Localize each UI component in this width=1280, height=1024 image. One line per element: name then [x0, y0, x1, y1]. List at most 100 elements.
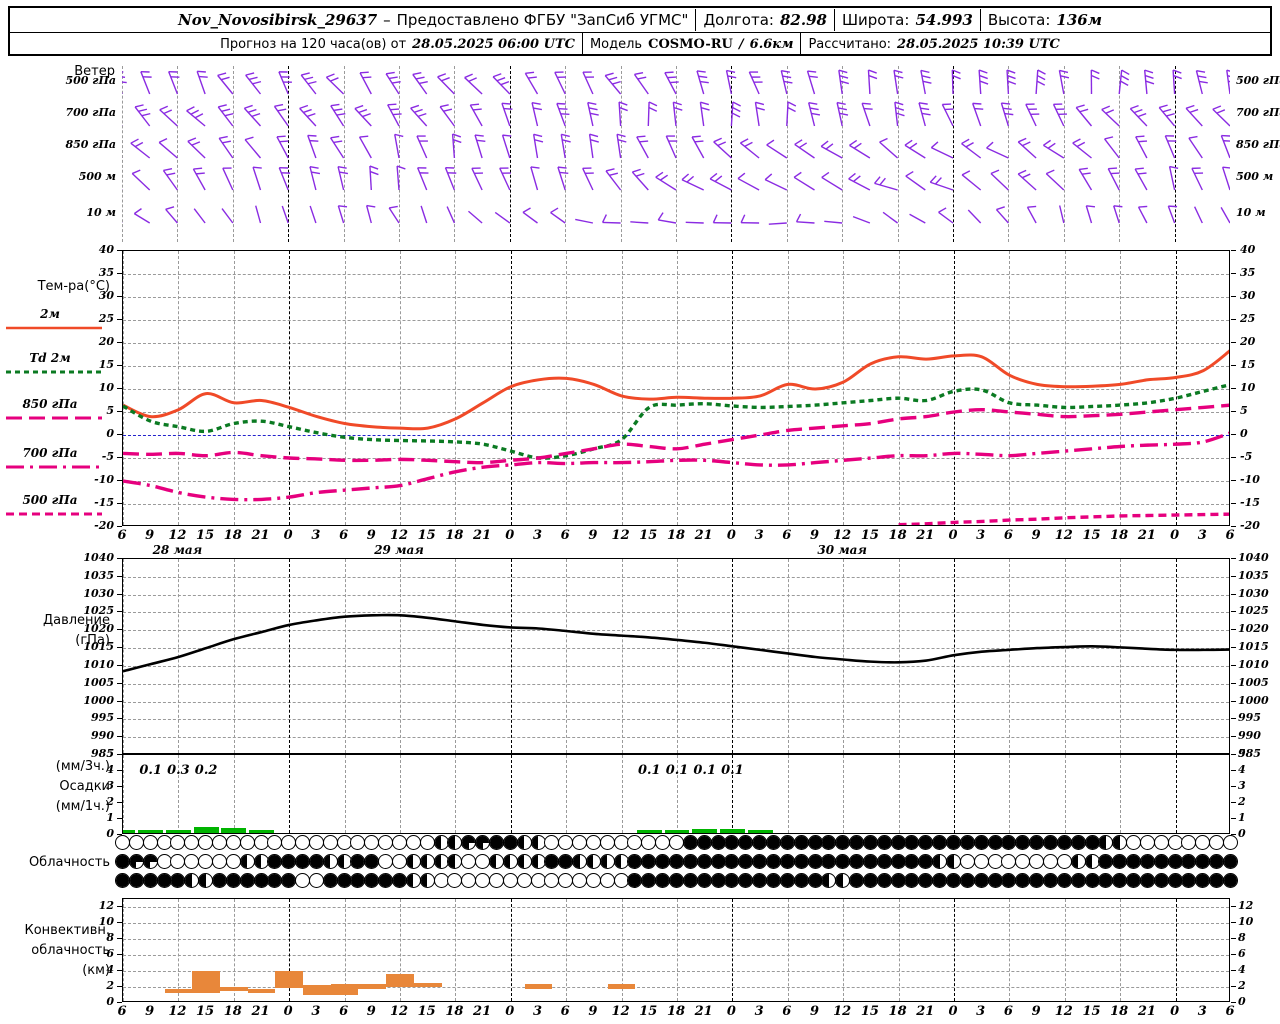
cloud-octa-symbol — [1112, 835, 1128, 850]
axis-tick — [117, 273, 122, 274]
grid-line-vertical — [843, 755, 845, 833]
cloud-octa-symbol — [752, 873, 768, 888]
x-axis-hour-label: 18 — [888, 528, 907, 543]
cloud-octa-symbol — [572, 835, 588, 850]
axis-tick — [1231, 250, 1236, 251]
cloud-octa-symbol — [793, 873, 809, 888]
grid-line-vertical — [1009, 559, 1011, 753]
grid-line-vertical — [1120, 899, 1122, 1001]
x-axis-hour-label: 6 — [1225, 528, 1235, 543]
axis-tick — [1231, 754, 1236, 755]
cloud-octa-symbol — [1015, 854, 1031, 869]
grid-line-vertical — [400, 559, 401, 753]
cloud-octa-symbol — [488, 835, 504, 850]
x-axis-hour-label: 12 — [168, 528, 187, 543]
altitude-value: 136м — [1056, 11, 1102, 29]
grid-line-horizontal — [123, 481, 1229, 482]
grid-line-vertical — [454, 66, 456, 242]
cloud-octa-symbol — [821, 835, 837, 850]
grid-line-vertical — [178, 251, 180, 525]
header-line-1: Nov_Novosibirsk_29637 – Предоставлено ФГ… — [10, 8, 1270, 33]
grid-line-horizontal — [123, 923, 1229, 924]
x-axis-day-label: 28 мая — [152, 543, 203, 557]
x-axis-hour-label: 21 — [916, 1004, 935, 1019]
precipitation-value-label: 0.1 — [693, 763, 716, 778]
pressure-tick-right: 985 — [1238, 747, 1261, 760]
temperature-tick-left: 15 — [98, 358, 114, 371]
temperature-tick-left: 35 — [98, 266, 114, 279]
cloud-octa-symbol — [405, 835, 421, 850]
cloud-octa-symbol — [225, 873, 241, 888]
wind-level-label-left: 700 гПа — [65, 106, 117, 119]
temp-legend-label: 850 гПа — [22, 397, 78, 411]
cloud-octa-symbol — [862, 873, 878, 888]
cloud-octa-symbol — [876, 873, 892, 888]
cloud-octa-symbol — [904, 873, 920, 888]
axis-tick — [117, 682, 122, 684]
temp-legend-swatch — [6, 370, 102, 374]
cloud-octa-symbol — [516, 873, 532, 888]
convective-cloud-bar — [247, 988, 276, 993]
divider — [800, 33, 802, 55]
pressure-tick-right: 1030 — [1238, 586, 1269, 600]
grid-line-horizontal — [123, 648, 1229, 650]
cloud-octa-symbol — [1153, 873, 1169, 888]
grid-line-horizontal — [123, 435, 1229, 436]
cloudiness-caption: Облачность — [28, 855, 110, 870]
cloud-octa-symbol — [1195, 873, 1211, 888]
cloud-octa-symbol — [558, 835, 574, 850]
wind-level-label-left: 500 гПа — [65, 74, 117, 87]
cloud-octa-symbol — [918, 835, 934, 850]
grid-line-vertical — [510, 755, 512, 833]
axis-tick — [117, 834, 122, 835]
cloud-octa-symbol — [378, 854, 394, 869]
cloud-octa-symbol — [198, 873, 214, 888]
cloud-octa-symbol — [281, 854, 297, 869]
cloudiness-row — [115, 853, 1238, 872]
convective-tick-left: 4 — [106, 963, 114, 976]
cloud-octa-symbol — [295, 835, 311, 850]
wind-level-label-right: 700 гПа — [1236, 106, 1280, 119]
grid-line-vertical — [898, 755, 900, 833]
grid-line-vertical — [898, 251, 900, 525]
cloud-octa-symbol — [322, 854, 338, 869]
axis-tick — [117, 754, 122, 755]
x-axis-hour-label: 18 — [888, 1004, 907, 1019]
grid-line-vertical — [1120, 755, 1122, 833]
cloud-octa-symbol — [627, 835, 643, 850]
grid-line-vertical — [732, 251, 734, 525]
grid-line-vertical — [123, 251, 124, 525]
grid-line-horizontal — [123, 504, 1229, 505]
convective-tick-right: 4 — [1238, 963, 1246, 976]
cloud-octa-symbol — [572, 873, 588, 888]
cloud-octa-symbol — [392, 873, 407, 888]
cloud-octa-symbol — [184, 854, 200, 869]
axis-tick — [117, 986, 122, 987]
axis-tick — [117, 365, 122, 366]
pressure-tick-left: 1020 — [83, 622, 114, 636]
axis-tick — [1231, 922, 1236, 923]
grid-line-vertical — [1120, 251, 1122, 525]
cloud-octa-symbol — [544, 873, 560, 888]
grid-line-vertical — [566, 755, 568, 833]
axis-tick — [117, 647, 122, 649]
temperature-tick-left: 5 — [106, 404, 114, 417]
axis-tick — [1231, 718, 1236, 720]
axis-tick — [117, 736, 122, 738]
x-axis-hour-label: 18 — [445, 1004, 464, 1019]
x-axis-hour-label: 18 — [666, 1004, 686, 1019]
precipitation-bar — [138, 830, 164, 833]
cloud-octa-symbol — [475, 854, 491, 869]
convective-cloud-bar — [219, 987, 248, 991]
cloud-octa-symbol — [987, 835, 1003, 850]
cloud-octa-symbol — [239, 873, 255, 888]
pressure-tick-right: 1000 — [1238, 693, 1269, 707]
cloud-octa-symbol — [1098, 854, 1114, 869]
cloud-octa-symbol — [959, 835, 975, 850]
cloud-octa-symbol — [641, 873, 657, 888]
cloud-octa-symbol — [890, 873, 906, 888]
temperature-tick-left: 20 — [98, 335, 114, 348]
cloud-octa-symbol — [765, 854, 781, 869]
pressure-series — [123, 613, 1229, 673]
temperature-tick-left: -5 — [101, 450, 114, 463]
